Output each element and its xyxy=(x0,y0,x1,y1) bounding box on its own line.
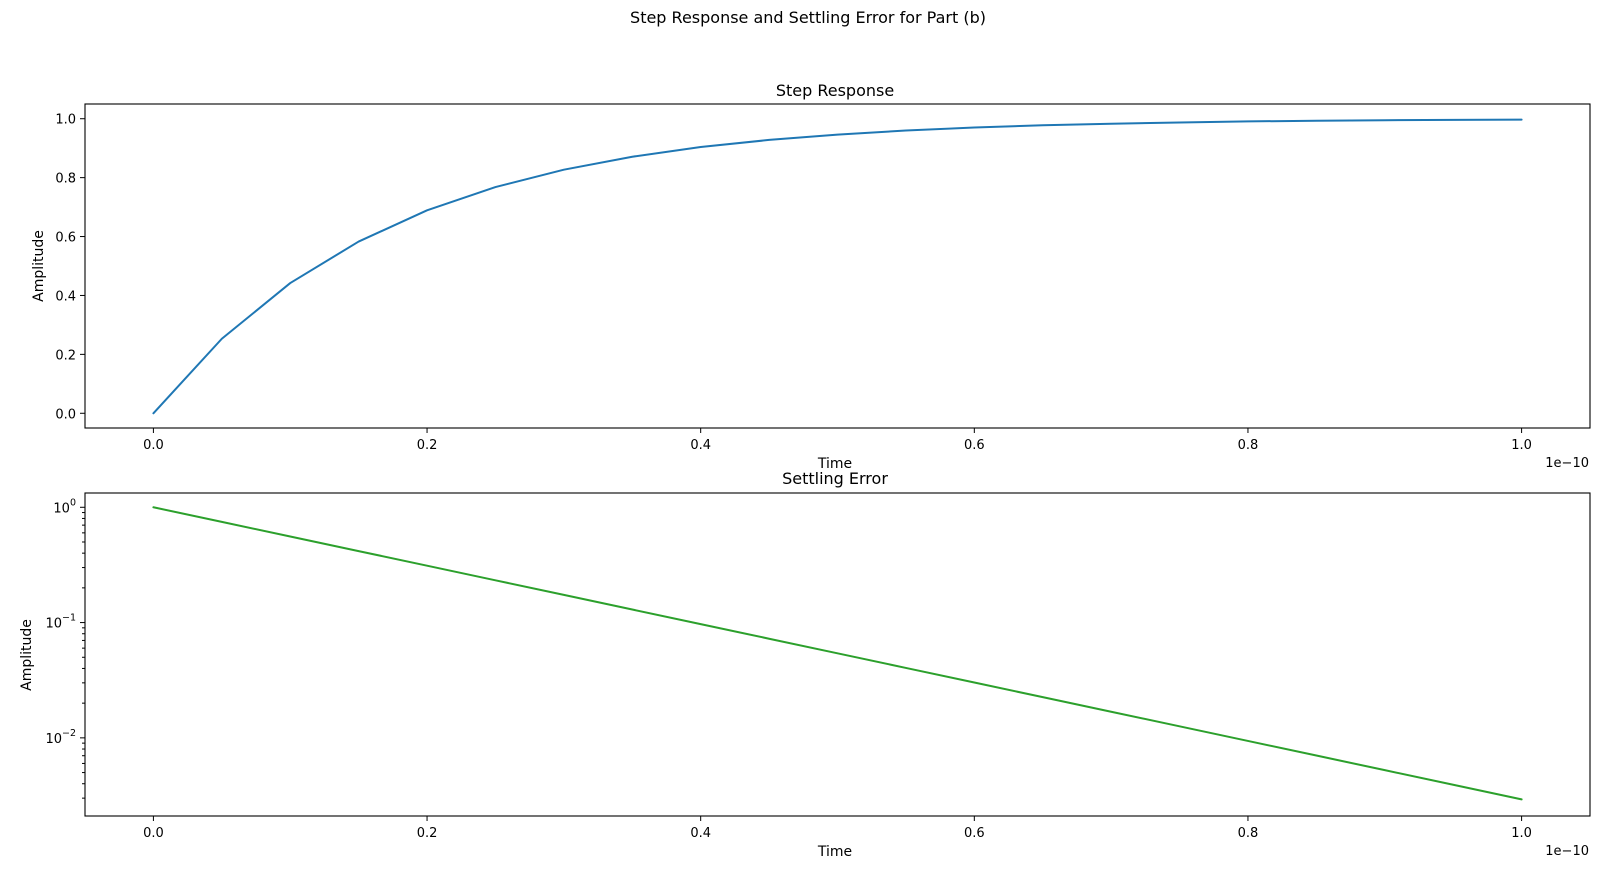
settling-error-title: Settling Error xyxy=(782,469,888,488)
step-response-x-offset-label: 1e−10 xyxy=(1545,456,1589,471)
step-response-x-tick-label: 0.0 xyxy=(143,438,164,453)
settling-error-x-tick-label: 0.8 xyxy=(1238,826,1259,841)
settling-error-x-offset-label: 1e−10 xyxy=(1545,844,1589,859)
settling-error-y-tick-label: 10−1 xyxy=(45,613,76,632)
settling-error-x-tick-label: 0.2 xyxy=(417,826,438,841)
step-response-panel: Step Response 0.0 0.2 0.4 0.6 0.8 1.0 0.00.20… xyxy=(31,81,1591,472)
settling-error-x-tick-label: 0.4 xyxy=(690,826,711,841)
step-response-x-tick-label: 0.6 xyxy=(964,438,985,453)
step-response-x-ticks: 0.0 0.2 0.4 0.6 0.8 1.0 xyxy=(143,428,1532,453)
step-response-y-tick-label: 0.8 xyxy=(55,172,76,187)
step-response-y-tick-label: 0.0 xyxy=(55,407,76,422)
step-response-series xyxy=(152,118,1523,415)
step-response-xlabel: Time xyxy=(817,456,852,472)
step-response-y-ticks: 0.0 0.2 0.4 0.6 0.8 1.0 xyxy=(55,113,85,422)
settling-error-x-ticks: 0.0 0.2 0.4 0.6 0.8 1.0 xyxy=(143,816,1532,841)
settling-error-x-tick-label: 1.0 xyxy=(1511,826,1532,841)
settling-error-panel: Settling Error 0.0 0.2 0.4 0.6 0.8 1.0 100 10−… xyxy=(19,469,1591,860)
settling-error-x-tick-label: 0.0 xyxy=(143,826,164,841)
settling-error-x-tick-label: 0.6 xyxy=(964,826,985,841)
step-response-y-tick-label: 1.0 xyxy=(55,113,76,128)
step-response-axes-frame xyxy=(84,103,1591,429)
settling-error-y-tick-label: 100 xyxy=(53,497,76,516)
step-response-title: Step Response xyxy=(776,81,894,100)
step-response-x-tick-label: 0.4 xyxy=(690,438,711,453)
settling-error-xlabel: Time xyxy=(817,844,852,860)
settling-error-y-ticks: 100 10−1 10−2 xyxy=(45,497,85,799)
step-response-series-line xyxy=(152,118,1523,415)
step-response-x-tick-label: 1.0 xyxy=(1511,438,1532,453)
settling-error-ylabel: Amplitude xyxy=(19,619,35,691)
settling-error-axes-frame xyxy=(84,492,1591,817)
settling-error-series xyxy=(152,506,1523,801)
step-response-x-tick-label: 0.8 xyxy=(1238,438,1259,453)
step-response-y-tick-label: 0.4 xyxy=(55,289,76,304)
figure-suptitle: Step Response and Settling Error for Par… xyxy=(630,8,986,27)
settling-error-series-line xyxy=(152,506,1523,801)
step-response-y-tick-label: 0.2 xyxy=(55,348,76,363)
step-response-y-tick-label: 0.6 xyxy=(55,231,76,246)
step-response-x-tick-label: 0.2 xyxy=(417,438,438,453)
settling-error-y-tick-label: 10−2 xyxy=(45,728,76,747)
step-response-ylabel: Amplitude xyxy=(31,230,47,302)
